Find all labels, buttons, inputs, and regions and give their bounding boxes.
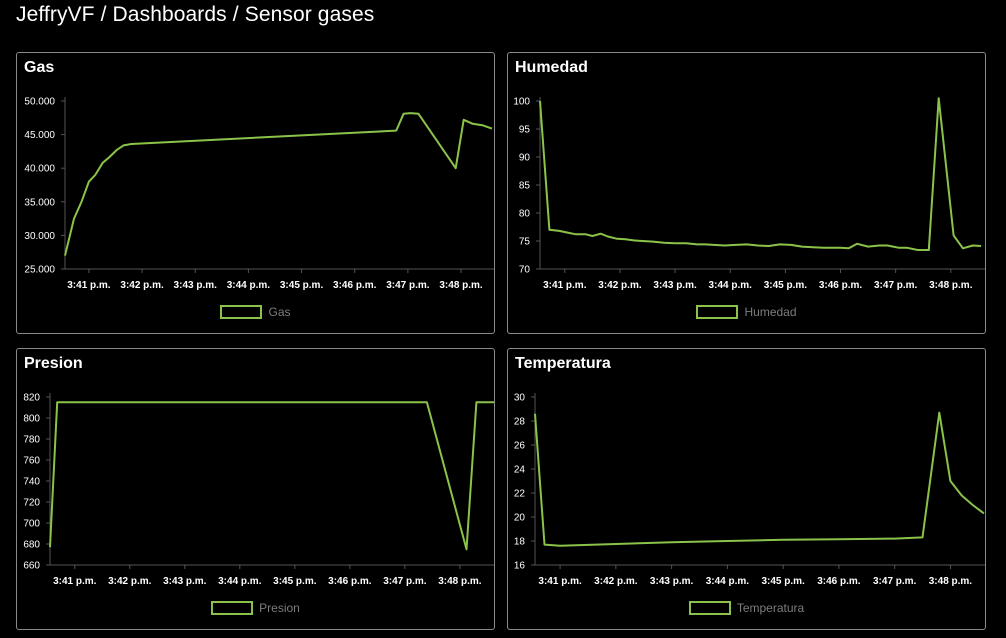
x-tick-label: 3:48 p.m. [439,280,483,291]
legend-label: Presion [259,601,300,615]
x-tick-label: 3:44 p.m. [218,576,262,587]
breadcrumb-page-title: Sensor gases [244,3,375,26]
x-tick-label: 3:46 p.m. [819,280,863,291]
y-tick-label: 800 [23,414,40,425]
y-tick-label: 100 [513,97,530,108]
x-tick-label: 3:45 p.m. [280,280,324,291]
x-tick-label: 3:47 p.m. [386,280,430,291]
x-tick-label: 3:43 p.m. [650,576,694,587]
gas-chart-panel: Gas 25.000 30.000 35.000 40.000 45.000 50.000… [16,52,495,334]
x-tick-label: 3:42 p.m. [598,280,642,291]
x-tick-label: 3:43 p.m. [653,280,697,291]
y-tick-label: 50.000 [24,97,55,108]
x-tick-label: 3:46 p.m. [328,576,372,587]
humedad-chart-title: Humedad [515,59,588,76]
y-tick-label: 20 [514,513,526,524]
y-tick-label: 95 [519,125,531,136]
x-tick-label: 3:48 p.m. [929,576,973,587]
y-tick-label: 22 [514,489,526,500]
y-tick-label: 16 [514,561,526,572]
y-tick-label: 45.000 [24,130,55,141]
x-tick-label: 3:46 p.m. [333,280,377,291]
legend-swatch [220,305,263,319]
presion-legend[interactable]: Presion [17,601,494,615]
legend-swatch [696,305,739,319]
presion-chart-title: Presion [24,355,83,372]
breadcrumb-user-link[interactable]: JeffryVF [16,3,95,26]
series-line-presion [49,401,494,551]
y-tick-label: 30 [514,393,526,404]
gas-chart: 25.000 30.000 35.000 40.000 45.000 50.000 3:41… [24,97,494,291]
x-tick-label: 3:44 p.m. [227,280,271,291]
series-line-humedad [539,97,982,251]
x-tick-label: 3:41 p.m. [538,576,582,587]
humedad-chart: 70 75 80 85 90 95 100 3:41 p.m. 3:42 p.m. 3:43 p.… [513,97,985,291]
x-tick-label: 3:45 p.m. [273,576,317,587]
series-line-gas [64,112,493,256]
x-tick-label: 3:47 p.m. [874,280,918,291]
y-tick-label: 660 [23,561,40,572]
y-tick-label: 700 [23,519,40,530]
x-tick-label: 3:44 p.m. [706,576,750,587]
y-tick-label: 780 [23,435,40,446]
x-tick-label: 3:48 p.m. [929,280,973,291]
y-tick-label: 40.000 [24,164,55,175]
x-tick-label: 3:48 p.m. [438,576,482,587]
legend-swatch [211,601,254,615]
y-tick-label: 70 [519,265,531,276]
x-tick-label: 3:42 p.m. [108,576,152,587]
y-tick-label: 90 [519,153,531,164]
y-tick-label: 740 [23,477,40,488]
breadcrumb-dashboards-link[interactable]: Dashboards [112,3,227,26]
y-tick-label: 820 [23,393,40,404]
y-tick-label: 85 [519,181,531,192]
temperatura-chart-title: Temperatura [515,355,611,372]
y-tick-label: 680 [23,540,40,551]
x-tick-label: 3:45 p.m. [761,576,805,587]
y-tick-label: 30.000 [24,231,55,242]
x-tick-label: 3:42 p.m. [120,280,164,291]
y-tick-label: 80 [519,209,531,220]
humedad-chart-panel: Humedad 70 75 80 85 90 95 100 3:41 p.m. 3:42 p.m… [507,52,986,334]
x-tick-label: 3:47 p.m. [873,576,917,587]
breadcrumb: JeffryVF / Dashboards / Sensor gases [16,0,374,30]
x-tick-label: 3:43 p.m. [163,576,207,587]
x-tick-label: 3:45 p.m. [764,280,808,291]
x-tick-label: 3:41 p.m. [67,280,111,291]
y-tick-label: 720 [23,498,40,509]
y-tick-label: 26 [514,441,526,452]
y-tick-label: 25.000 [24,265,55,276]
temperatura-legend[interactable]: Temperatura [508,601,985,615]
y-tick-label: 28 [514,417,526,428]
gas-legend[interactable]: Gas [17,305,494,319]
y-tick-label: 18 [514,537,526,548]
x-tick-label: 3:41 p.m. [53,576,97,587]
gas-chart-title: Gas [24,59,55,76]
x-tick-label: 3:44 p.m. [709,280,753,291]
y-tick-label: 75 [519,237,531,248]
legend-label: Gas [268,305,291,319]
y-tick-label: 760 [23,456,40,467]
legend-swatch [688,601,731,615]
series-line-temperatura [534,411,985,547]
humedad-legend[interactable]: Humedad [508,305,985,319]
presion-chart-panel: Presion 660 680 700 720 740 760 780 800 820 3:41 … [16,348,495,630]
temperatura-chart: 16 18 20 22 24 26 28 30 3:41 p.m. 3:42 p.m. 3:43 p… [514,393,985,587]
temperatura-chart-panel: Temperatura 16 18 20 22 24 26 28 30 3:41 p.m. 3:4… [507,348,986,630]
legend-label: Humedad [744,305,797,319]
breadcrumb-separator: / [100,3,107,26]
breadcrumb-separator: / [232,3,239,26]
x-tick-label: 3:42 p.m. [594,576,638,587]
legend-label: Temperatura [736,601,805,615]
y-tick-label: 35.000 [24,197,55,208]
y-tick-label: 24 [514,465,526,476]
presion-chart: 660 680 700 720 740 760 780 800 820 3:41 p.m. 3:42… [23,393,494,587]
x-tick-label: 3:47 p.m. [383,576,427,587]
x-tick-label: 3:43 p.m. [174,280,218,291]
x-tick-label: 3:46 p.m. [817,576,861,587]
x-tick-label: 3:41 p.m. [543,280,587,291]
